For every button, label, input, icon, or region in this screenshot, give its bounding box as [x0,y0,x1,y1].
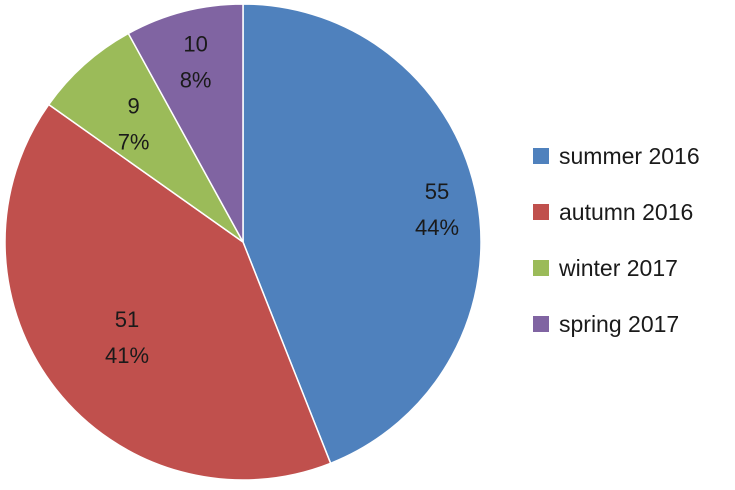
slice-value-label-autumn-2016: 51 [115,307,139,332]
slice-percent-label-autumn-2016: 41% [105,343,149,368]
legend: summer 2016 autumn 2016 winter 2017 spring … [533,143,700,337]
pie-slice-autumn-2016 [4,103,332,481]
legend-item-spring-2017: spring 2017 [533,311,679,337]
pie-slice-summer-2016 [242,3,482,465]
legend-item-autumn-2016: autumn 2016 [533,199,693,225]
legend-label-autumn-2016: autumn 2016 [559,199,693,225]
slice-value-label-summer-2016: 55 [425,179,449,204]
slice-value-label-winter-2017: 9 [127,94,139,119]
legend-swatch-winter-2017 [533,260,549,276]
legend-swatch-summer-2016 [533,148,549,164]
slice-percent-label-summer-2016: 44% [415,215,459,240]
slice-percent-label-spring-2017: 8% [180,68,212,93]
legend-label-winter-2017: winter 2017 [558,255,678,281]
legend-item-summer-2016: summer 2016 [533,143,700,169]
legend-swatch-spring-2017 [533,316,549,332]
slice-percent-label-winter-2017: 7% [118,130,150,155]
legend-label-summer-2016: summer 2016 [559,143,700,169]
slice-labels: 55 44% 51 41% 9 7% 10 8% [105,32,459,369]
legend-label-spring-2017: spring 2017 [559,311,679,337]
legend-swatch-autumn-2016 [533,204,549,220]
slice-value-label-spring-2017: 10 [183,32,207,57]
pie-slices [4,3,482,481]
pie-slice-winter-2017 [47,32,244,243]
legend-item-winter-2017: winter 2017 [533,255,678,281]
pie-slice-spring-2017 [127,3,244,243]
